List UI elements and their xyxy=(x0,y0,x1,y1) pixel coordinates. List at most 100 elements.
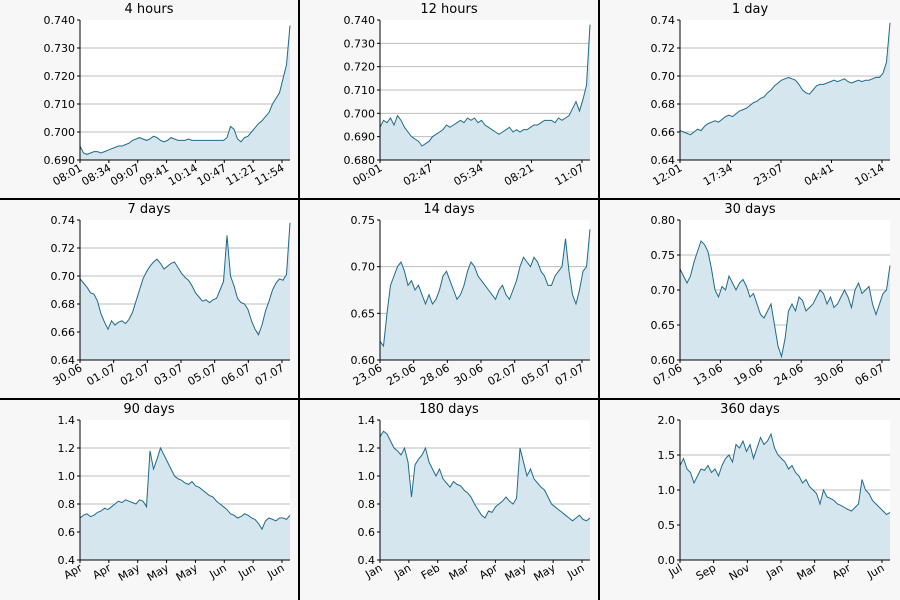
chart-panel: 0.690 0.700 0.710 0.720 0.730 0.740 08:01 08:34… xyxy=(0,0,300,200)
y-tick-label: 0.720 xyxy=(344,61,376,74)
x-tick-label: 11:21 xyxy=(224,161,258,188)
series-line xyxy=(379,430,591,522)
x-tick-label: 13.06 xyxy=(691,361,725,388)
x-tick-label: Jun xyxy=(864,561,886,581)
y-tick-label: 1.4 xyxy=(358,414,376,427)
y-tick-label: 0.75 xyxy=(651,249,676,262)
y-tick-label: 0.70 xyxy=(651,284,676,297)
x-tick-label: 06.07 xyxy=(219,361,253,388)
series-area xyxy=(680,241,890,360)
x-tick-label: 24.06 xyxy=(772,361,806,388)
series-area xyxy=(380,431,590,560)
series-line xyxy=(679,432,891,516)
chart-title: 1 day xyxy=(731,2,769,17)
y-tick-label: 0.72 xyxy=(651,42,676,55)
chart-svg: 0.0 0.5 1.0 1.5 2.0 Jul Sep Nov Jan Mar Apr Jun xyxy=(658,414,891,583)
x-tick-label: 09:07 xyxy=(108,161,142,188)
x-tick-label: 06.07 xyxy=(853,361,887,388)
y-tick-label: 0.720 xyxy=(44,70,76,83)
x-tick-label: 02:47 xyxy=(401,161,435,188)
series-area xyxy=(80,25,290,160)
y-tick-label: 0.730 xyxy=(44,42,76,55)
y-tick-label: 0.690 xyxy=(344,131,376,144)
y-tick-label: 0.680 xyxy=(344,154,376,167)
y-tick-label: 1.4 xyxy=(58,414,76,427)
y-tick-label: 0.68 xyxy=(651,98,676,111)
x-tick-label: 30.06 xyxy=(452,361,486,388)
y-tick-label: 0.8 xyxy=(58,498,76,511)
y-tick-label: 0.6 xyxy=(358,526,376,539)
x-tick-label: 02.07 xyxy=(118,361,152,388)
x-tick-label: May xyxy=(174,561,201,584)
y-tick-label: 0.60 xyxy=(351,354,376,367)
y-tick-label: 0.66 xyxy=(51,326,76,339)
x-tick-label: Jan xyxy=(391,561,413,581)
x-tick-label: 17:34 xyxy=(701,161,735,188)
x-tick-label: 11:07 xyxy=(553,161,587,188)
y-tick-label: 0.60 xyxy=(651,354,676,367)
series-line xyxy=(679,240,891,359)
chart-panel: 0.4 0.6 0.8 1.0 1.2 1.4 Apr Apr May May May Jun Jun J… xyxy=(0,400,300,600)
x-tick-label: 19.06 xyxy=(732,361,766,388)
x-tick-label: Jun xyxy=(264,561,286,581)
y-tick-label: 0.4 xyxy=(358,554,376,567)
chart-title: 12 hours xyxy=(420,2,478,17)
chart-title: 180 days xyxy=(419,402,479,417)
x-tick-label: May xyxy=(145,561,172,584)
x-tick-label: 28.06 xyxy=(418,361,452,388)
chart-title: 360 days xyxy=(720,402,780,417)
chart-title: 14 days xyxy=(423,202,475,217)
chart-panel: 0.64 0.66 0.68 0.70 0.72 0.74 12:01 17:34 23:07 0… xyxy=(600,0,900,200)
x-tick-label: 03.07 xyxy=(152,361,186,388)
y-tick-label: 1.0 xyxy=(358,470,376,483)
y-tick-label: 0.74 xyxy=(651,14,676,27)
chart-title: 4 hours xyxy=(124,2,174,17)
x-tick-label: 05.07 xyxy=(185,361,219,388)
x-tick-label: 07.07 xyxy=(553,361,587,388)
x-tick-label: Jun xyxy=(235,561,257,581)
x-tick-label: Jun xyxy=(207,561,229,581)
y-tick-label: 0.65 xyxy=(651,319,676,332)
series-area xyxy=(680,434,890,560)
y-tick-label: 1.2 xyxy=(58,442,76,455)
y-tick-label: 0.66 xyxy=(651,126,676,139)
x-tick-label: 09:41 xyxy=(137,161,171,188)
y-tick-label: 0.80 xyxy=(651,214,676,227)
chart-svg: 0.6800.6900.7000.7100.7200.7300.74000:01… xyxy=(344,14,591,188)
chart-panel: 0.60 0.65 0.70 0.75 23.06 25.06 28.06 30.06 02.0… xyxy=(300,200,600,400)
y-tick-label: 0.68 xyxy=(51,298,76,311)
series-area xyxy=(380,229,590,360)
x-tick-label: Jan xyxy=(763,561,785,581)
x-tick-label: Mar xyxy=(447,561,472,583)
y-tick-label: 0.740 xyxy=(44,14,76,27)
y-tick-label: 1.0 xyxy=(58,470,76,483)
y-tick-label: 0.0 xyxy=(658,554,676,567)
y-tick-label: 1.2 xyxy=(358,442,376,455)
chart-panel: 0.60 0.65 0.70 0.75 0.80 07.06 13.06 19.06 24.06… xyxy=(600,200,900,400)
x-tick-label: 01.07 xyxy=(84,361,118,388)
x-tick-label: Apr xyxy=(830,561,853,582)
y-tick-label: 0.72 xyxy=(51,242,76,255)
x-tick-label: 10:47 xyxy=(195,161,229,188)
y-tick-label: 0.4 xyxy=(58,554,76,567)
y-tick-label: 0.6 xyxy=(58,526,76,539)
y-tick-label: 0.740 xyxy=(344,14,376,27)
x-tick-label: 25.06 xyxy=(384,361,418,388)
chart-title: 30 days xyxy=(724,202,776,217)
series-line xyxy=(79,25,291,155)
x-tick-label: May xyxy=(116,561,143,584)
x-tick-label: May xyxy=(531,561,558,584)
series-line xyxy=(379,24,591,147)
y-tick-label: 0.70 xyxy=(651,70,676,83)
chart-title: 7 days xyxy=(127,202,171,217)
y-tick-label: 0.8 xyxy=(358,498,376,511)
y-tick-label: 0.70 xyxy=(351,261,376,274)
series-line xyxy=(679,22,891,136)
chart-title: 90 days xyxy=(123,402,175,417)
y-tick-label: 0.700 xyxy=(344,107,376,120)
